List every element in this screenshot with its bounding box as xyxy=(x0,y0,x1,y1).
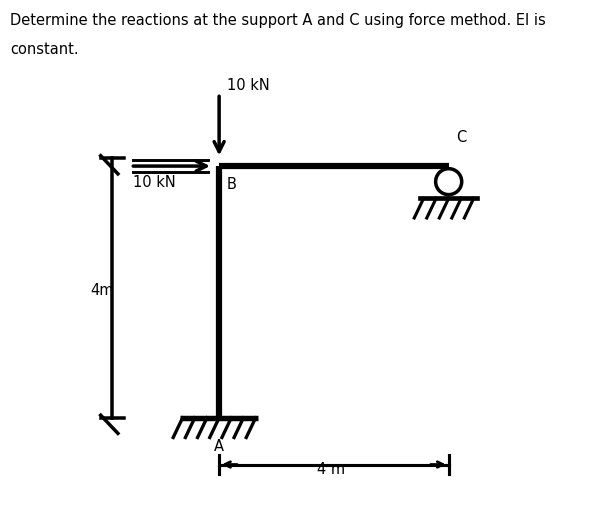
Text: Determine the reactions at the support A and C using force method. EI is: Determine the reactions at the support A… xyxy=(10,13,546,28)
Text: constant.: constant. xyxy=(10,42,79,57)
Text: 10 kN: 10 kN xyxy=(227,78,270,93)
Text: 10 kN: 10 kN xyxy=(133,175,175,190)
Text: 4m: 4m xyxy=(90,283,114,298)
Text: C: C xyxy=(457,130,467,145)
Text: A: A xyxy=(214,439,224,454)
Text: B: B xyxy=(227,177,237,193)
Text: 4 m: 4 m xyxy=(317,462,346,477)
